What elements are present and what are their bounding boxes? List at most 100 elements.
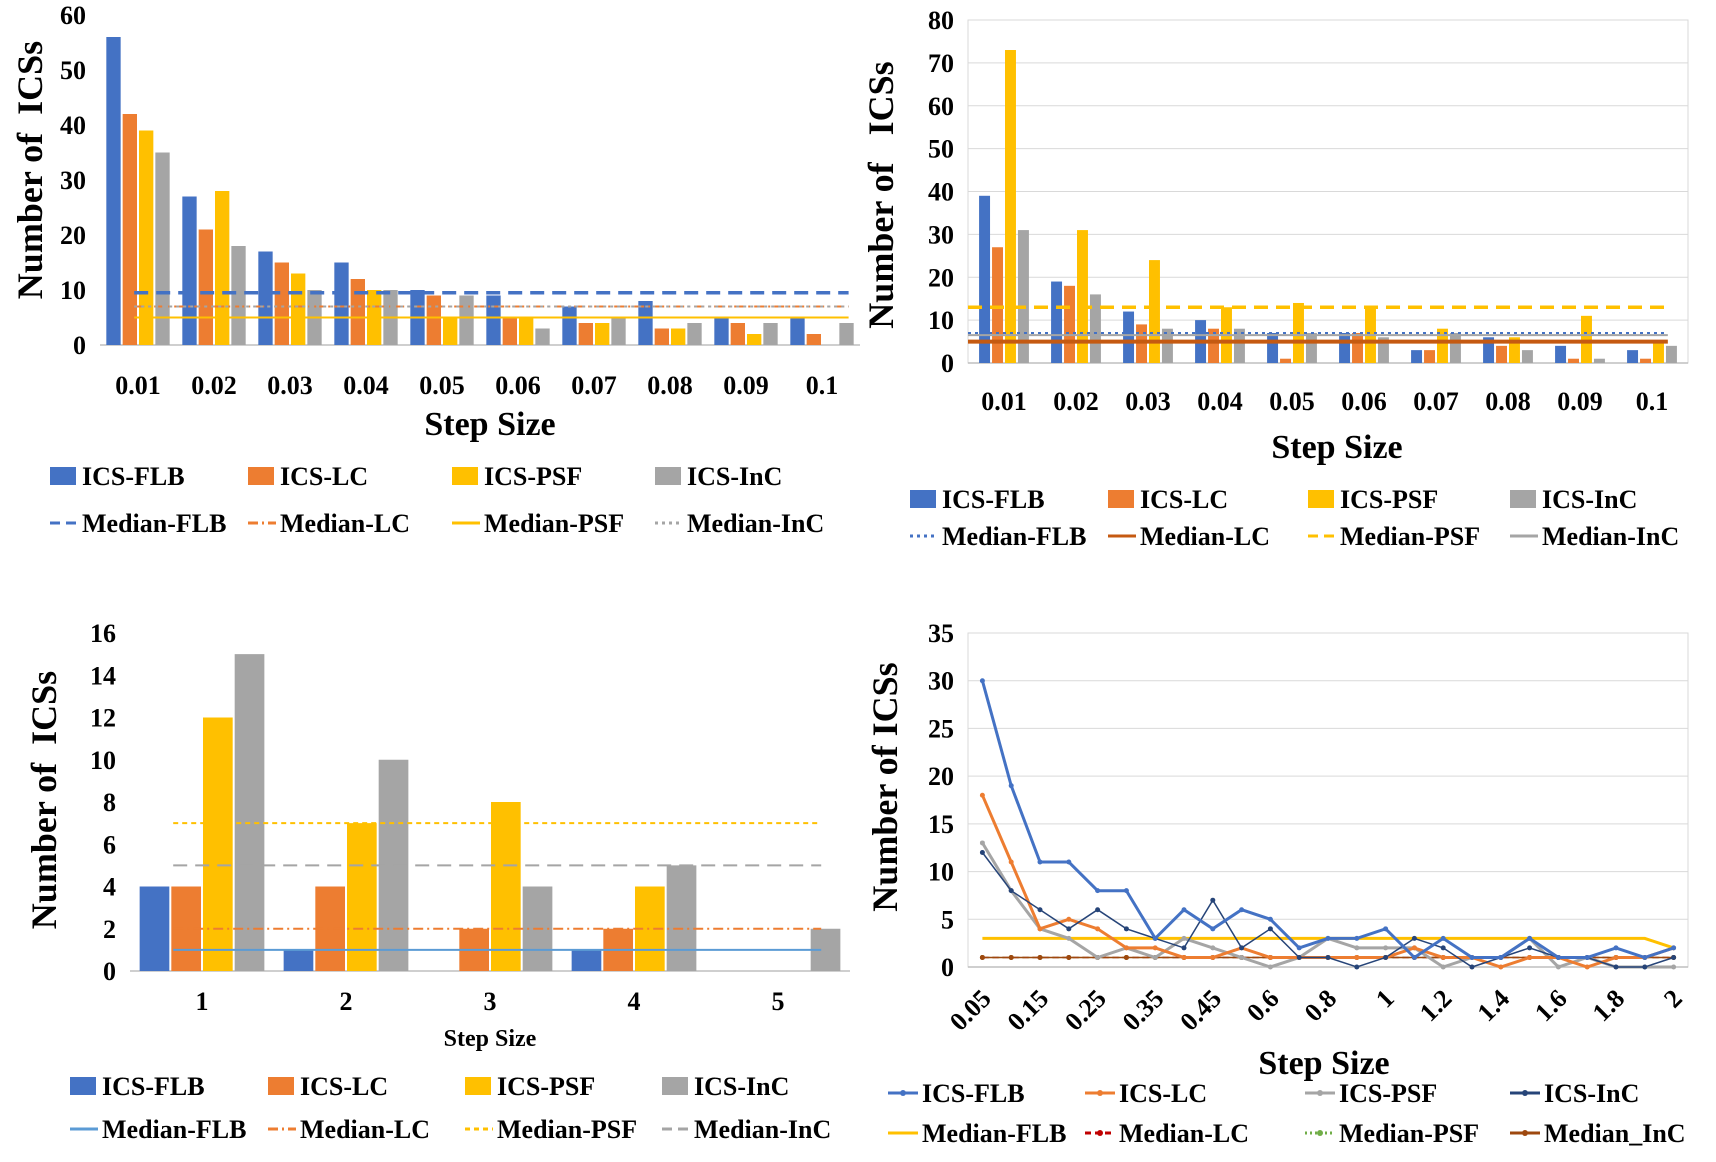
x-axis-title: Step Size bbox=[1271, 429, 1402, 466]
legend-marker bbox=[1522, 1130, 1528, 1136]
bar-ICS-FLB bbox=[571, 949, 602, 971]
y-tick-label: 5 bbox=[941, 905, 954, 934]
bar-ICS-PSF bbox=[491, 802, 521, 971]
legend-item-Median_InC: Median_InC bbox=[1510, 1119, 1686, 1148]
bar-ICS-InC bbox=[687, 323, 702, 345]
legend-marker bbox=[1522, 1090, 1528, 1096]
bar-ICS-PSF bbox=[595, 323, 610, 345]
x-tick-label: 0.1 bbox=[1636, 387, 1669, 416]
x-tick-label: 0.08 bbox=[647, 371, 693, 400]
legend-item-ICS-InC: ICS-InC bbox=[1510, 1079, 1639, 1108]
legend-marker bbox=[900, 1090, 906, 1096]
x-tick-label: 2 bbox=[1658, 984, 1688, 1014]
point-ICS-FLB bbox=[1411, 954, 1417, 960]
bar-ICS-InC bbox=[1593, 358, 1605, 363]
bar-ICS-FLB bbox=[638, 301, 653, 345]
bar-ICS-PSF bbox=[291, 273, 306, 345]
bar-ICS-PSF bbox=[1653, 341, 1664, 363]
x-tick-label: 4 bbox=[628, 987, 641, 1016]
bar-ICS-FLB bbox=[283, 949, 314, 971]
bar-ICS-PSF bbox=[1437, 328, 1448, 363]
legend-item-Median-FLB: Median-FLB bbox=[70, 1115, 246, 1144]
x-tick-label: 0.07 bbox=[571, 371, 617, 400]
bar-ICS-LC bbox=[502, 317, 517, 345]
x-tick-label: 1.6 bbox=[1529, 984, 1572, 1027]
bar-ICS-PSF bbox=[1005, 50, 1016, 363]
legend-item-Median-FLB: Median-FLB bbox=[50, 509, 226, 538]
x-tick-label: 0.01 bbox=[981, 387, 1027, 416]
y-tick-label: 12 bbox=[90, 704, 116, 733]
bar-ICS-PSF bbox=[1149, 260, 1160, 363]
bar-ICS-LC bbox=[992, 247, 1003, 363]
legend-label: Median-LC bbox=[280, 509, 410, 538]
x-tick-label: 0.8 bbox=[1299, 984, 1342, 1027]
legend-item-ICS-LC: ICS-LC bbox=[1085, 1079, 1207, 1108]
bar-ICS-LC bbox=[198, 229, 213, 345]
point-ICS-LC bbox=[1498, 964, 1504, 970]
point-Median_InC bbox=[1123, 954, 1129, 960]
y-tick-label: 80 bbox=[928, 6, 954, 35]
bar-ICS-InC bbox=[1665, 345, 1677, 363]
legend-label: ICS-LC bbox=[300, 1072, 388, 1101]
legend-label: Median-FLB bbox=[942, 522, 1086, 551]
x-tick-label: 0.08 bbox=[1485, 387, 1531, 416]
bar-ICS-LC bbox=[1424, 350, 1435, 363]
legend-label: ICS-PSF bbox=[484, 462, 582, 491]
bar-ICS-InC bbox=[155, 152, 170, 345]
bar-ICS-FLB bbox=[1555, 345, 1567, 363]
x-tick-label: 1.4 bbox=[1472, 984, 1515, 1027]
bar-ICS-FLB bbox=[182, 196, 197, 345]
legend-item-Median-LC: Median-LC bbox=[268, 1115, 430, 1144]
y-tick-label: 10 bbox=[60, 276, 86, 305]
point-ICS-InC bbox=[1354, 964, 1360, 970]
point-ICS-FLB bbox=[1296, 945, 1302, 951]
y-tick-label: 30 bbox=[928, 220, 954, 249]
legend-label: ICS-LC bbox=[1140, 485, 1228, 514]
bar-ICS-LC bbox=[1352, 332, 1363, 363]
y-axis-title: Number of ICSs bbox=[10, 41, 50, 299]
point-ICS-PSF bbox=[1210, 945, 1216, 951]
legend-item-Median-InC: Median-InC bbox=[662, 1115, 831, 1144]
legend-label: Median-FLB bbox=[922, 1119, 1066, 1148]
y-tick-label: 20 bbox=[928, 263, 954, 292]
legend-swatch bbox=[465, 1077, 491, 1095]
x-tick-label: 5 bbox=[772, 987, 785, 1016]
point-ICS-FLB bbox=[1584, 954, 1590, 960]
legend-item-ICS-PSF: ICS-PSF bbox=[465, 1072, 595, 1101]
legend-label: ICS-LC bbox=[1119, 1079, 1207, 1108]
point-ICS-InC bbox=[1239, 945, 1245, 951]
legend-label: ICS-FLB bbox=[942, 485, 1045, 514]
x-tick-label: 0.02 bbox=[1053, 387, 1099, 416]
legend-item-Median-FLB: Median-FLB bbox=[888, 1119, 1066, 1148]
point-ICS-InC bbox=[1181, 945, 1187, 951]
bar-ICS-LC bbox=[806, 334, 821, 345]
bar-ICS-FLB bbox=[1051, 281, 1063, 363]
legend-label: Median-InC bbox=[1542, 522, 1679, 551]
point-ICS-LC bbox=[1037, 926, 1043, 932]
legend-item-ICS-PSF: ICS-PSF bbox=[1305, 1079, 1437, 1108]
y-tick-label: 0 bbox=[103, 957, 116, 986]
point-ICS-FLB bbox=[1008, 783, 1014, 789]
y-tick-label: 10 bbox=[928, 306, 954, 335]
bar-ICS-FLB bbox=[334, 262, 349, 345]
legend-label: ICS-FLB bbox=[922, 1079, 1025, 1108]
point-Median_InC bbox=[979, 954, 985, 960]
point-ICS-LC bbox=[1584, 964, 1590, 970]
x-tick-label: 0.03 bbox=[267, 371, 313, 400]
point-ICS-InC bbox=[1527, 945, 1533, 951]
y-tick-label: 60 bbox=[60, 1, 86, 30]
point-ICS-PSF bbox=[1267, 964, 1273, 970]
bar-ICS-InC bbox=[1521, 350, 1533, 363]
x-axis-title: Step Size bbox=[444, 1026, 537, 1052]
bar-ICS-InC bbox=[1377, 337, 1389, 363]
point-ICS-InC bbox=[1383, 954, 1389, 960]
point-ICS-FLB bbox=[1123, 888, 1129, 894]
legend-label: Median-PSF bbox=[1340, 522, 1480, 551]
legend-label: ICS-PSF bbox=[1340, 485, 1438, 514]
bar-ICS-InC bbox=[666, 865, 697, 971]
point-ICS-LC bbox=[1267, 954, 1273, 960]
bar-ICS-LC bbox=[578, 323, 593, 345]
legend-swatch bbox=[70, 1077, 96, 1095]
y-tick-label: 25 bbox=[928, 714, 954, 743]
point-ICS-LC bbox=[979, 792, 985, 798]
